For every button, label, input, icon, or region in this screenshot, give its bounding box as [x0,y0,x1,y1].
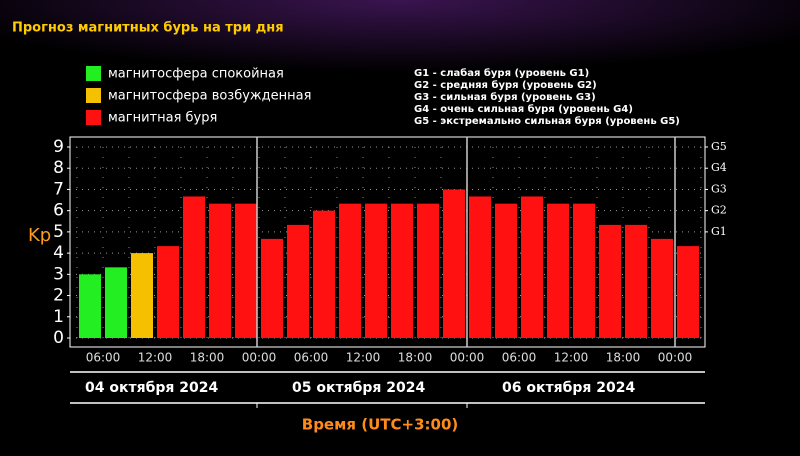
x-tick-label: 00:00 [242,351,277,365]
date-label: 04 октября 2024 [85,380,218,396]
x-tick-label: 06:00 [294,351,329,365]
y2-tick-label: G2 [711,204,727,217]
legend-swatch [86,88,101,103]
bar [573,203,595,338]
bar [677,246,699,338]
x-tick-label: 06:00 [502,351,537,365]
y-tick-label: 8 [53,158,64,178]
x-tick-label: 06:00 [86,351,121,365]
bar [625,224,647,338]
x-tick-label: 12:00 [554,351,589,365]
y-tick-label: 3 [53,264,64,284]
y2-tick-label: G3 [711,182,727,195]
bar [443,189,465,338]
legend-label: магнитосфера возбужденная [108,89,311,104]
bar [599,224,621,338]
x-tick-label: 18:00 [398,351,433,365]
bar [183,196,205,338]
bar [391,203,413,338]
bar [365,203,387,338]
x-tick-label: 12:00 [346,351,381,365]
bar [417,203,439,338]
bar [79,274,101,338]
y-tick-label: 4 [53,243,64,263]
plot-frame [69,136,706,348]
bar [235,203,257,338]
y2-tick-label: G1 [711,225,727,238]
x-tick-label: 00:00 [658,351,693,365]
y-tick-label: 1 [53,307,64,327]
bar [651,238,673,338]
bar [469,196,491,338]
bar [209,203,231,338]
y-tick-label: 9 [53,137,64,157]
storm-level: G4 - очень сильная буря (уровень G4) [414,103,633,115]
legend-label: магнитосфера спокойная [108,67,284,82]
bar [339,203,361,338]
background [0,0,800,120]
bar [313,210,335,338]
x-tick-label: 12:00 [138,351,173,365]
bar [105,267,127,338]
date-label: 06 октября 2024 [502,380,635,396]
storm-level: G1 - слабая буря (уровень G1) [414,67,589,79]
chart-title: Прогноз магнитных бурь на три дня [12,21,284,36]
bar [287,224,309,338]
y-tick-label: 6 [53,201,64,221]
bar [495,203,517,338]
y-axis-label: Kp [28,225,51,246]
x-axis-label: Время (UTC+3:00) [302,416,458,434]
y-tick-label: 5 [53,222,64,242]
bar [547,203,569,338]
y-tick-label: 0 [53,328,64,348]
bar [131,253,153,338]
legend-swatch [86,66,101,81]
y2-tick-label: G5 [711,140,727,153]
y-tick-label: 7 [53,179,64,199]
date-label: 05 октября 2024 [292,380,425,396]
bar [157,246,179,338]
y2-tick-label: G4 [711,161,727,174]
x-tick-label: 18:00 [190,351,225,365]
y-tick-label: 2 [53,286,64,306]
storm-level: G3 - сильная буря (уровень G3) [414,91,596,103]
storm-level: G5 - экстремально сильная буря (уровень … [414,115,680,127]
storm-level: G2 - средняя буря (уровень G2) [414,79,597,91]
x-tick-label: 18:00 [606,351,641,365]
x-tick-label: 00:00 [450,351,485,365]
legend-label: магнитная буря [108,111,217,126]
bar [521,196,543,338]
bar [261,238,283,338]
legend-swatch [86,110,101,125]
